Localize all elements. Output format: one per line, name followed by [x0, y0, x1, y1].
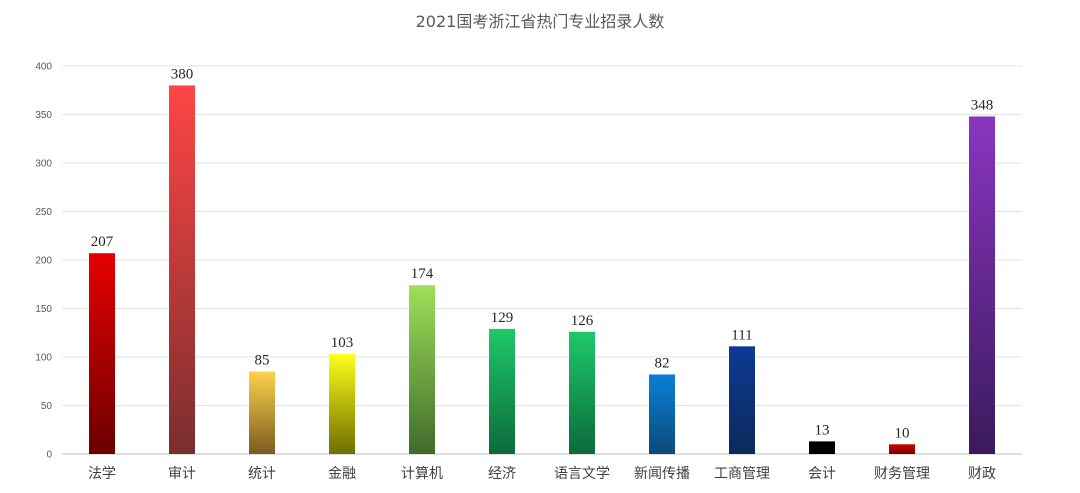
y-tick-label: 400	[35, 62, 52, 73]
x-category-label: 工商管理	[714, 466, 770, 482]
x-category-label: 财务管理	[874, 466, 930, 482]
data-label: 111	[731, 327, 752, 343]
data-label: 174	[411, 266, 434, 282]
y-tick-label: 100	[35, 353, 52, 364]
bar-语言文学	[569, 331, 595, 454]
y-tick-label: 50	[41, 401, 53, 412]
data-label: 380	[171, 66, 194, 82]
y-tick-label: 200	[35, 256, 52, 267]
bar-财务管理	[889, 444, 915, 454]
x-category-label: 语言文学	[554, 466, 610, 482]
bar-法学	[89, 253, 115, 454]
y-tick-label: 150	[35, 304, 52, 315]
x-category-label: 法学	[88, 466, 116, 482]
data-label: 207	[91, 234, 114, 250]
bar-金融	[329, 354, 355, 454]
chart-title: 2021国考浙江省热门专业招录人数	[416, 12, 665, 31]
bar-经济	[489, 328, 515, 454]
x-category-label: 审计	[168, 466, 196, 482]
gridlines	[62, 65, 1022, 455]
x-category-label: 经济	[488, 466, 516, 482]
bar-财政	[969, 116, 995, 454]
x-category-label: 统计	[248, 466, 276, 482]
bars	[89, 85, 995, 455]
data-label: 103	[331, 335, 354, 351]
bar-新闻传播	[649, 374, 675, 454]
data-label: 13	[815, 422, 830, 438]
x-category-label: 财政	[968, 466, 996, 482]
data-label: 129	[491, 310, 514, 326]
y-tick-label: 250	[35, 207, 52, 218]
bar-统计	[249, 371, 275, 454]
y-tick-label: 300	[35, 159, 52, 170]
data-label: 82	[655, 355, 670, 371]
x-axis-categories: 法学 审计 统计 金融 计算机 经济 语言文学 新闻传播 工商管理 会计 财务管理 财政	[88, 466, 996, 482]
y-axis-ticks: 0 50 100 150 200 250 300 350 400	[35, 62, 52, 461]
data-label: 126	[571, 313, 594, 329]
x-category-label: 会计	[808, 466, 836, 482]
data-label: 85	[255, 353, 270, 369]
data-label: 348	[971, 97, 994, 113]
x-category-label: 新闻传播	[634, 466, 690, 482]
y-tick-label: 0	[46, 450, 52, 461]
bar-计算机	[409, 285, 435, 454]
data-label: 10	[895, 425, 910, 441]
y-tick-label: 350	[35, 110, 52, 121]
bar-审计	[169, 85, 195, 455]
bar-工商管理	[729, 346, 755, 454]
bar-会计	[809, 441, 835, 454]
x-category-label: 计算机	[401, 466, 443, 482]
data-labels: 207 380 85 103 174 129 126 82 111 13 10 348	[91, 66, 994, 441]
x-category-label: 金融	[328, 466, 356, 482]
